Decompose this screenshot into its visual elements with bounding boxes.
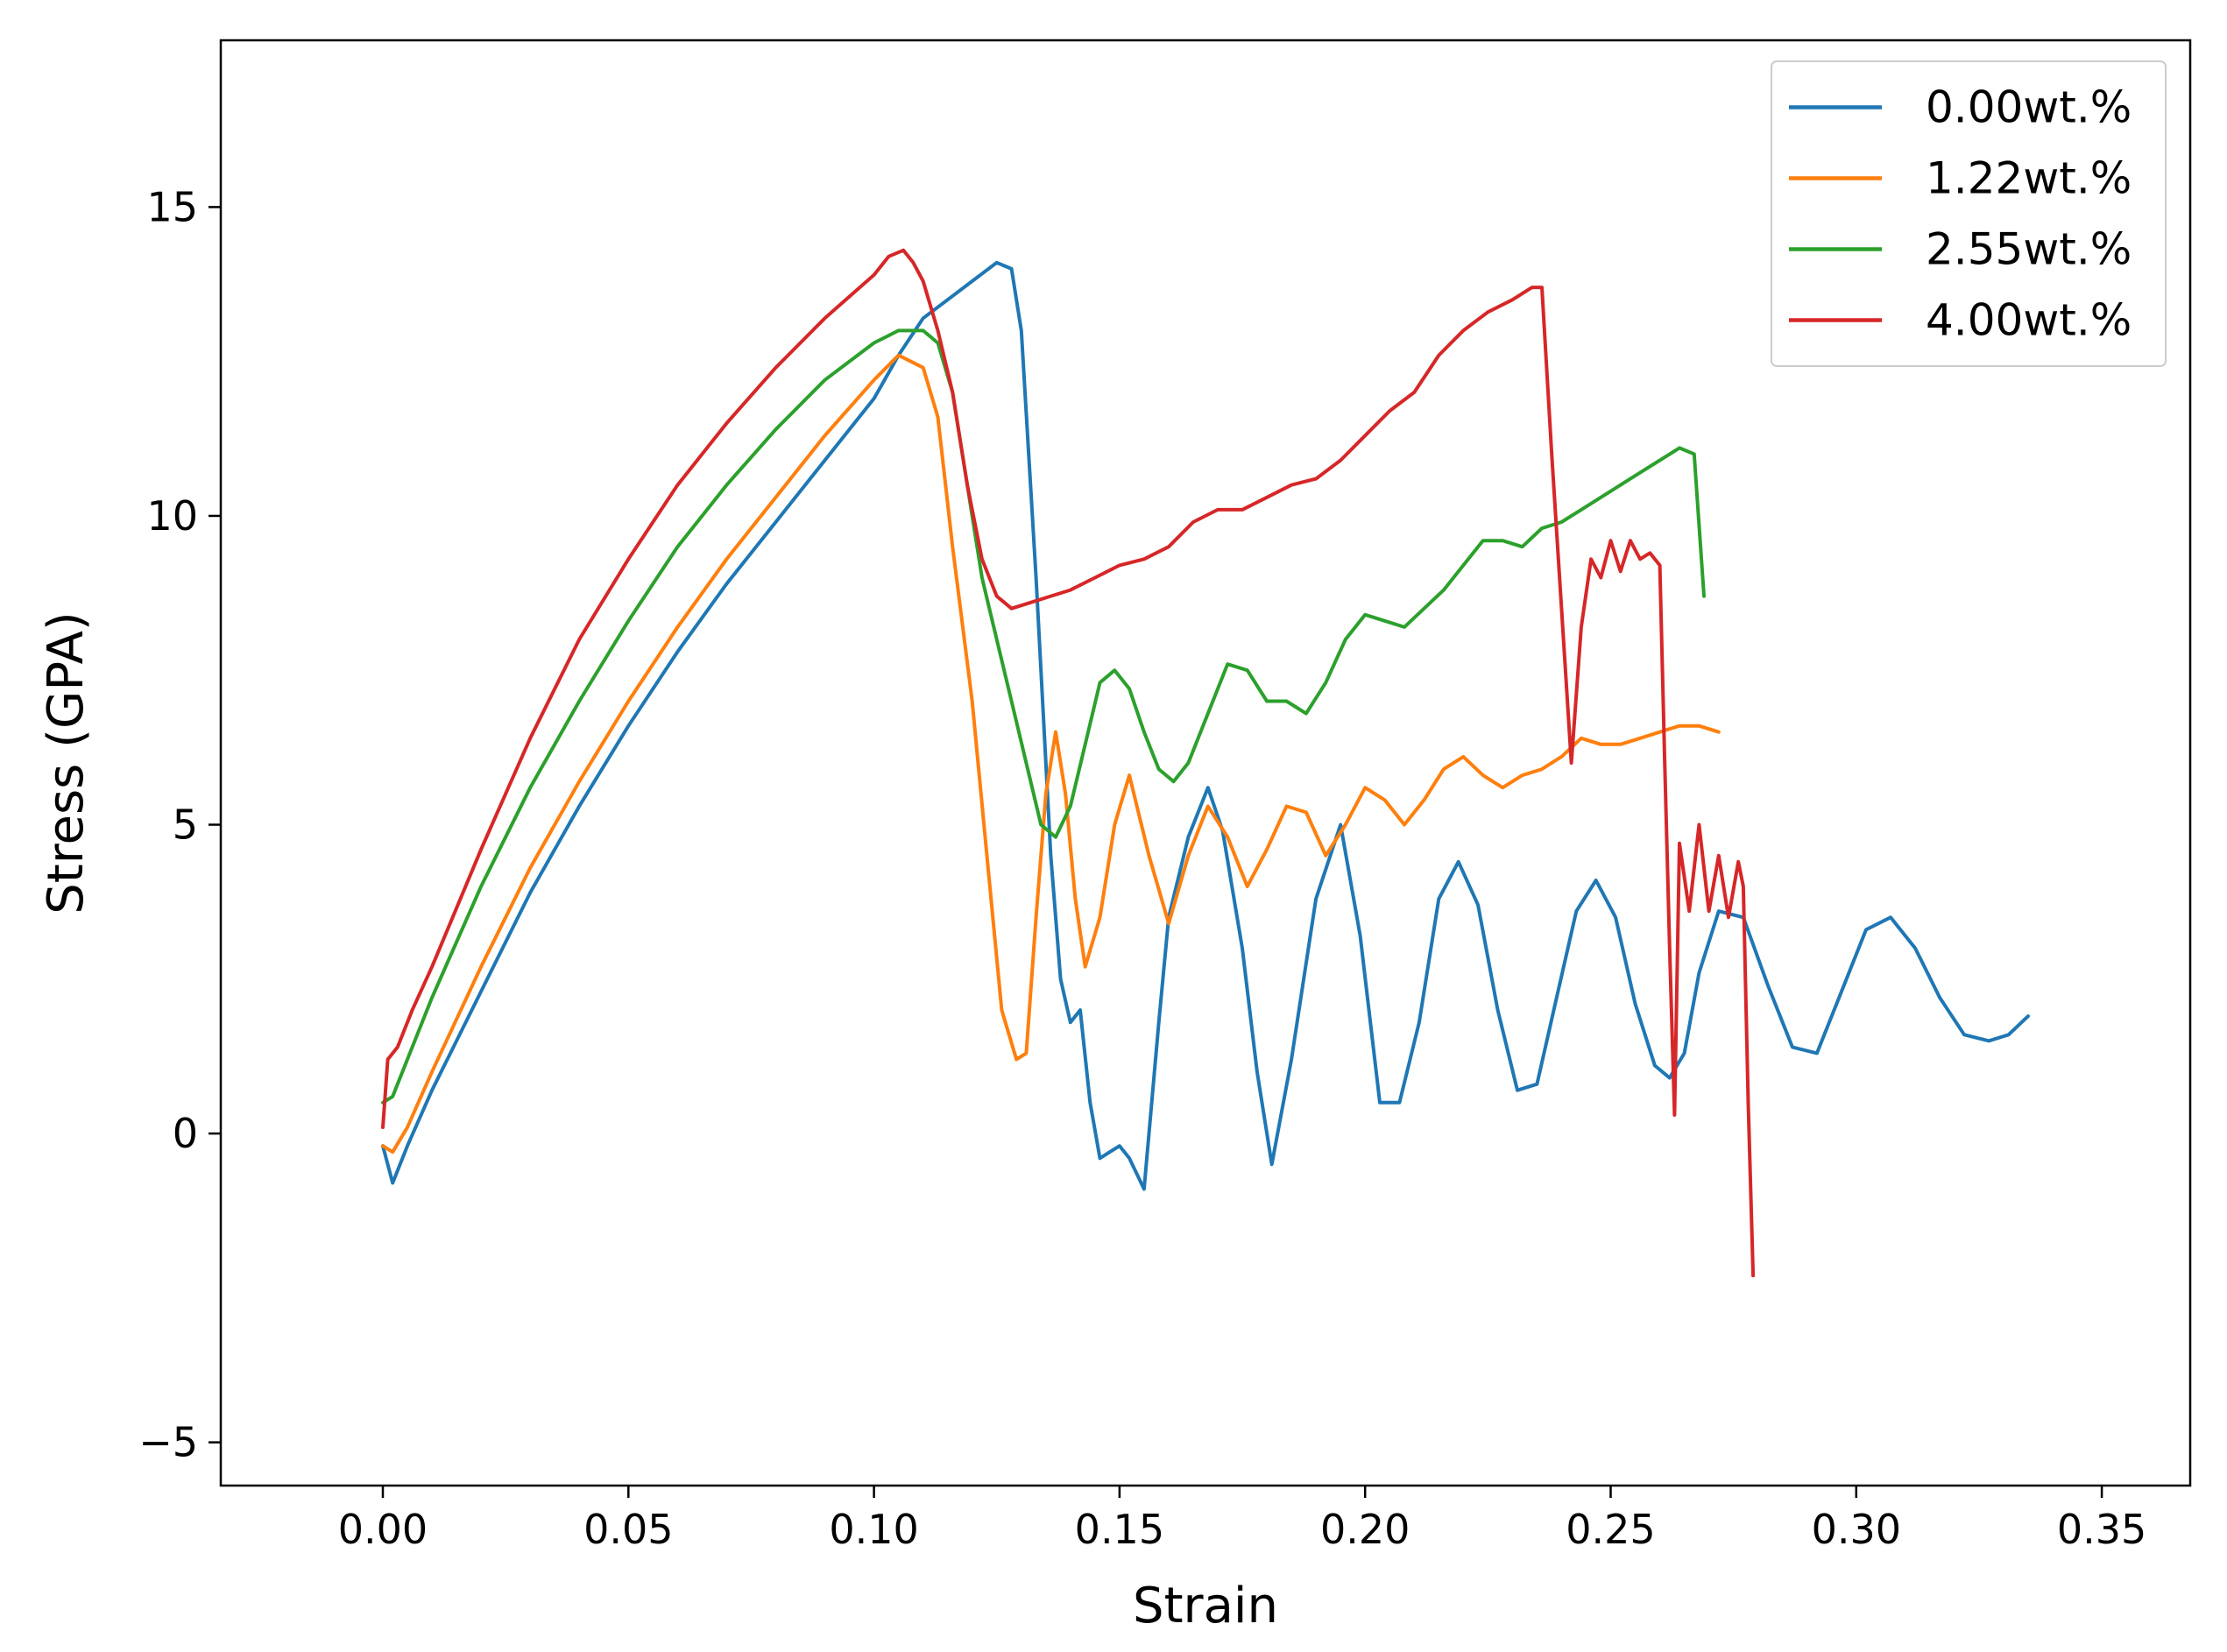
legend-box xyxy=(1771,60,2167,367)
x-tick-label: 0.20 xyxy=(1320,1506,1410,1553)
y-axis-title: Stress (GPA) xyxy=(38,611,95,914)
legend-label: 2.55wt.% xyxy=(1926,224,2132,275)
legend: 0.00wt.% 1.22wt.% 2.55wt.% 4.00wt.% xyxy=(1771,60,2167,367)
legend-label: 4.00wt.% xyxy=(1926,295,2132,346)
x-tick-label: 0.05 xyxy=(583,1506,673,1553)
series-line-1 xyxy=(381,353,1721,1154)
y-tick-label: 5 xyxy=(173,801,198,849)
y-axis: −5 0 5 10 15 xyxy=(138,183,221,1466)
y-tick-label: 15 xyxy=(146,183,198,230)
x-tick-label: 0.30 xyxy=(1812,1506,1901,1553)
x-tick-label: 0.00 xyxy=(338,1506,428,1553)
x-tick-label: 0.25 xyxy=(1566,1506,1655,1553)
y-tick-label: 10 xyxy=(146,492,198,540)
legend-label: 1.22wt.% xyxy=(1926,153,2132,204)
series-line-3 xyxy=(381,248,1756,1278)
y-tick-label: −5 xyxy=(138,1419,198,1466)
series-layer xyxy=(381,248,2030,1278)
series-line-0 xyxy=(381,260,2030,1191)
x-axis-title: Strain xyxy=(1133,1578,1278,1634)
plot-frame xyxy=(219,39,2192,1487)
x-axis: 0.00 0.05 0.10 0.15 0.20 0.25 0.30 0.35 xyxy=(338,1486,2146,1553)
x-tick-label: 0.10 xyxy=(829,1506,918,1553)
series-line-2 xyxy=(381,328,1706,1105)
y-tick-label: 0 xyxy=(173,1110,198,1157)
x-tick-label: 0.15 xyxy=(1075,1506,1164,1553)
legend-label: 0.00wt.% xyxy=(1926,82,2132,133)
x-tick-label: 0.35 xyxy=(2057,1506,2146,1553)
